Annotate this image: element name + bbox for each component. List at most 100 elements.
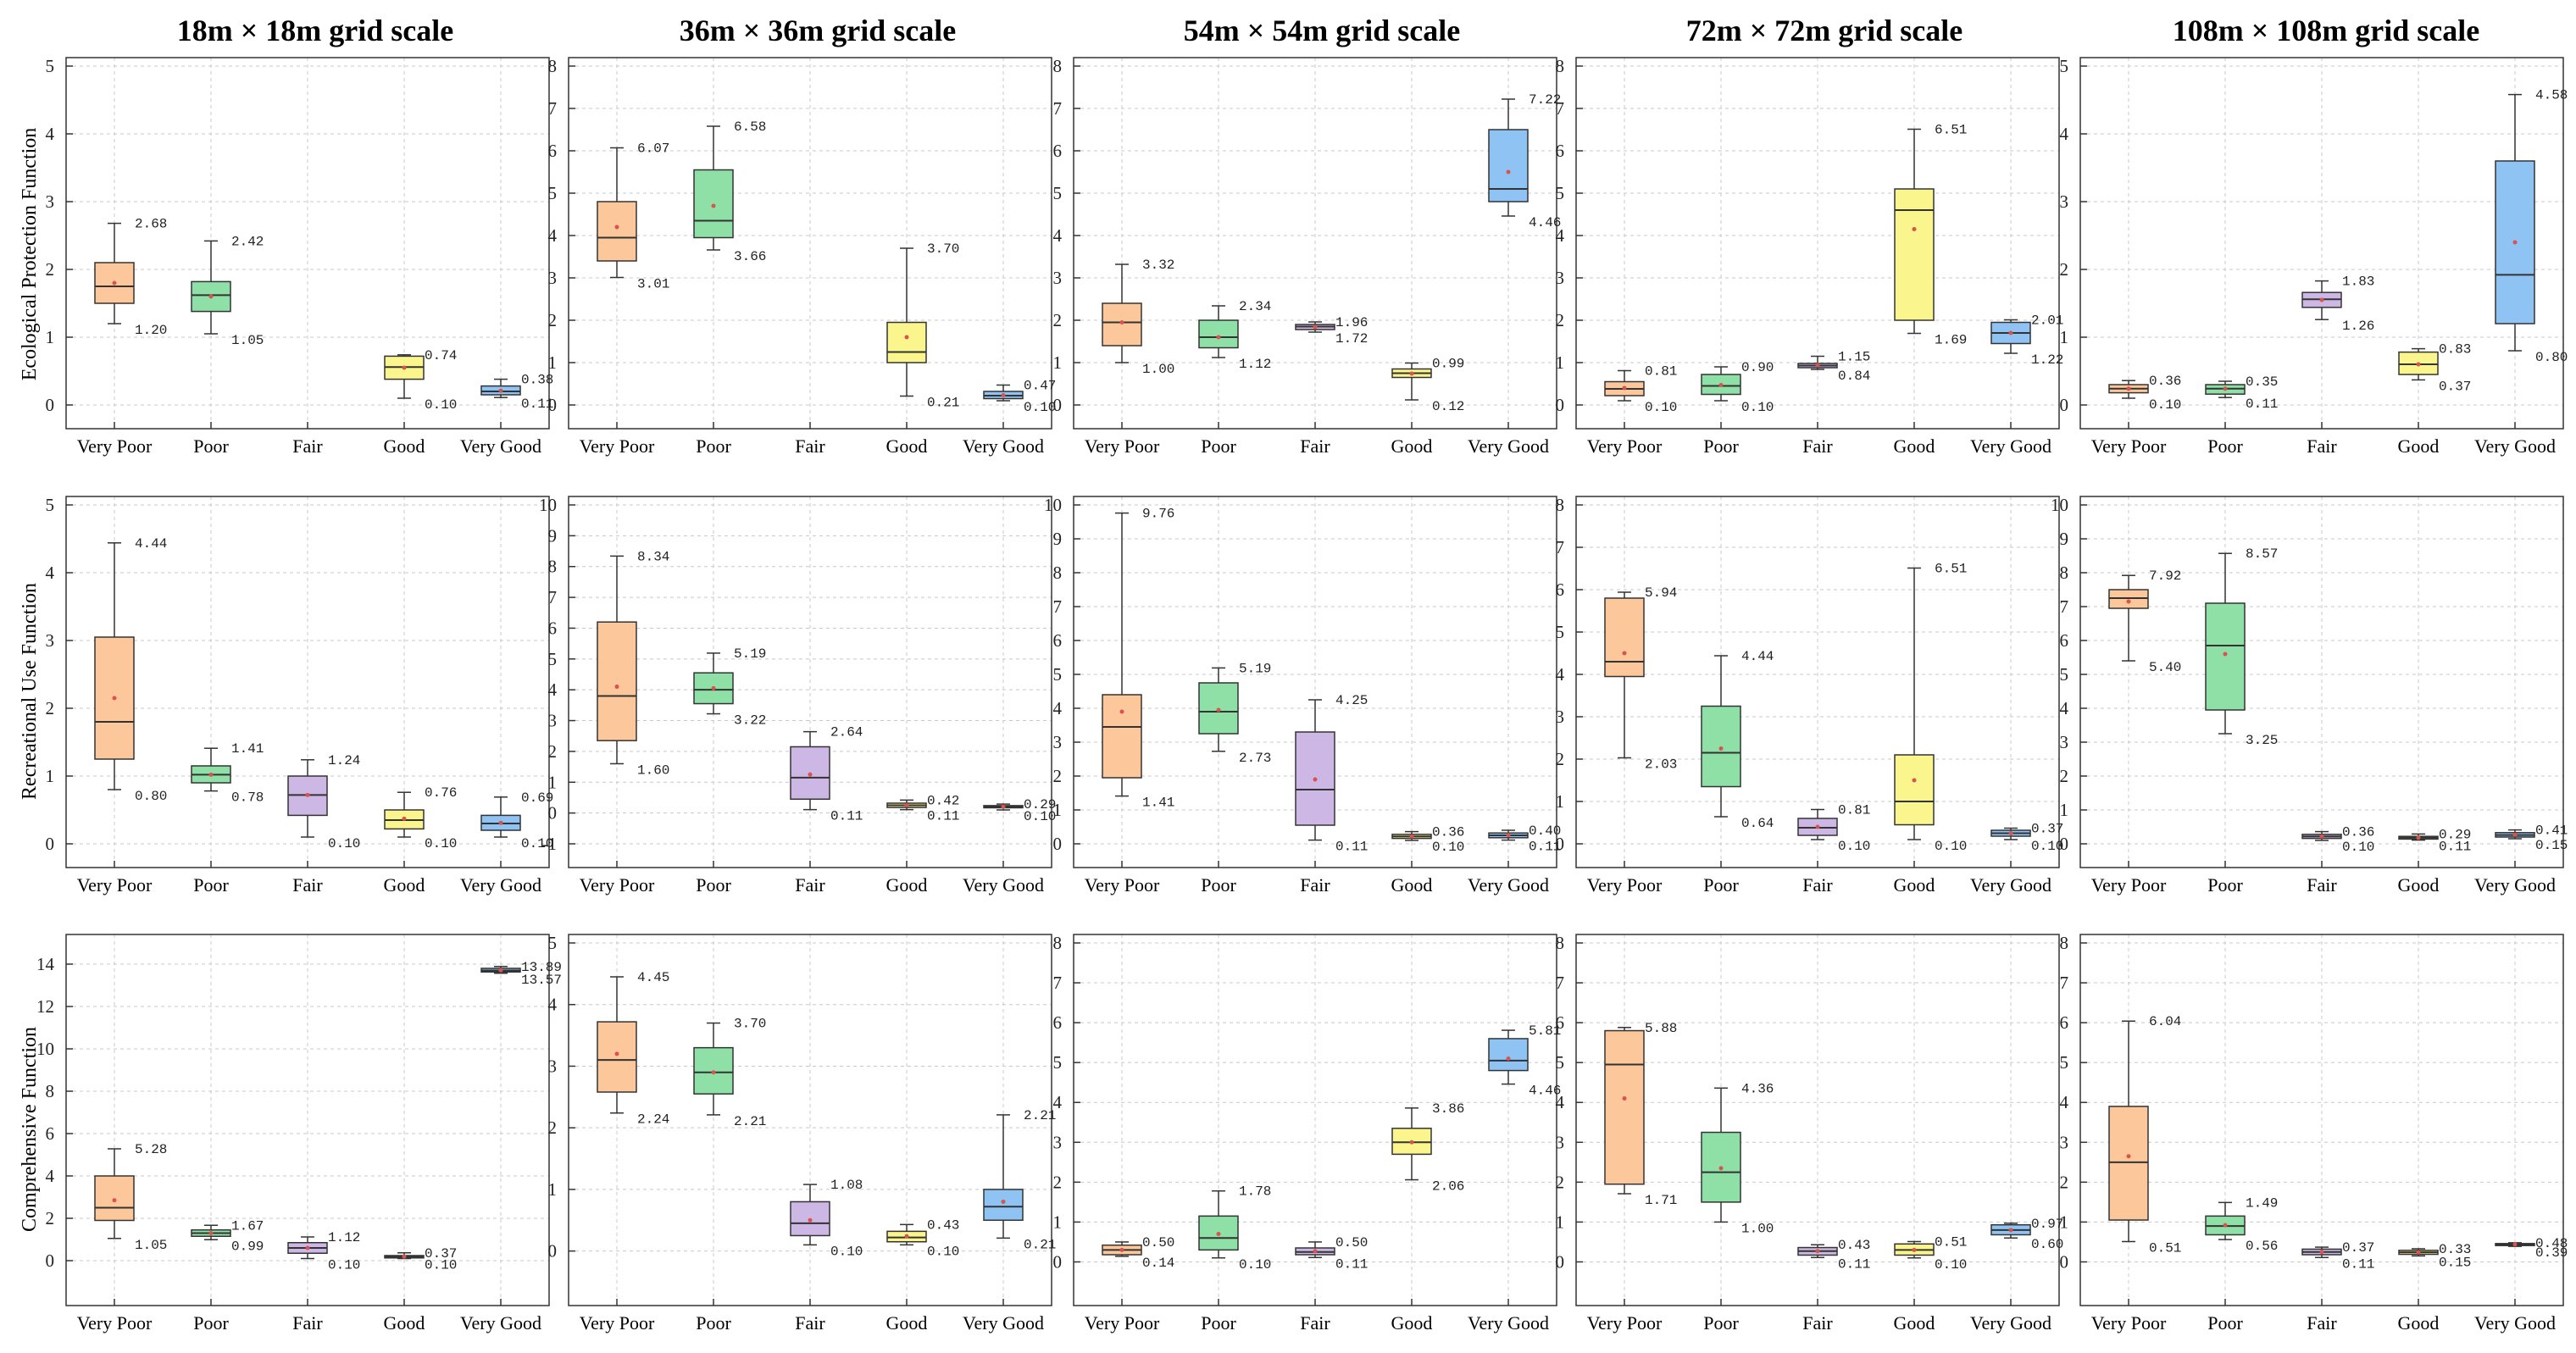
box-good: 0.83 0.37 bbox=[2398, 342, 2471, 394]
y-tick-label: 10 bbox=[36, 1039, 54, 1059]
box-body bbox=[2108, 1106, 2149, 1221]
box-good: 3.86 2.06 bbox=[1391, 1101, 1464, 1195]
y-tick-label: 1 bbox=[548, 352, 558, 373]
max-annotation: 1.83 bbox=[2342, 274, 2374, 290]
box-fair: 4.25 0.11 bbox=[1295, 693, 1368, 855]
box-body bbox=[1604, 597, 1645, 678]
y-tick-label: 4 bbox=[548, 679, 558, 700]
y-tick-label: 5 bbox=[2060, 1052, 2069, 1073]
x-tick-label-fair: Fair bbox=[2307, 435, 2337, 457]
min-annotation: 0.10 bbox=[1024, 809, 1056, 824]
box-good: 0.420.11 bbox=[886, 793, 959, 824]
mean-marker bbox=[1001, 393, 1006, 397]
box-fair: 1.12 0.10 bbox=[287, 1230, 360, 1273]
mean-marker bbox=[2008, 1228, 2013, 1233]
mean-marker bbox=[1001, 1199, 1006, 1204]
mean-marker bbox=[498, 968, 503, 973]
box-very-good: 0.410.15 bbox=[2495, 823, 2568, 853]
max-annotation: 0.97 bbox=[2031, 1217, 2063, 1232]
y-tick-label: 3 bbox=[2060, 732, 2069, 752]
y-tick-label: 7 bbox=[2060, 973, 2069, 993]
x-tick-label-poor: Poor bbox=[193, 1312, 229, 1334]
panel-comprehensive-72m: 0 1 2 3 4 5 6 7 8 Very Poor Poor Fair Good Very Good 5… bbox=[1556, 933, 2064, 1334]
mean-marker bbox=[1001, 804, 1006, 809]
mean-marker bbox=[2126, 1154, 2131, 1159]
min-annotation: 0.11 bbox=[1335, 840, 1368, 855]
mean-marker bbox=[614, 685, 619, 690]
box-fair: 1.08 0.10 bbox=[790, 1178, 863, 1259]
max-annotation: 2.01 bbox=[2031, 313, 2063, 329]
row-label-recreational: Recreational Use Function bbox=[19, 583, 41, 800]
min-annotation: 0.78 bbox=[231, 790, 264, 806]
x-tick-label-very-poor: Very Poor bbox=[1085, 1312, 1160, 1334]
y-tick-label: 4 bbox=[2060, 698, 2069, 718]
box-body bbox=[2205, 602, 2246, 711]
min-annotation: 0.56 bbox=[2246, 1239, 2278, 1254]
panel-recreational-72m: 0 1 2 3 4 5 6 7 8 Very Poor Poor Fair Good Very Good 5… bbox=[1556, 495, 2064, 896]
max-annotation: 0.29 bbox=[2439, 827, 2471, 842]
max-annotation: 2.64 bbox=[830, 725, 863, 740]
x-tick-label-very-good: Very Good bbox=[460, 435, 541, 457]
column-title-54m: 54m × 54m grid scale bbox=[1184, 14, 1460, 47]
x-tick-label-good: Good bbox=[1391, 435, 1433, 457]
box-body bbox=[597, 621, 637, 741]
box-poor: 1.78 0.10 bbox=[1198, 1184, 1271, 1273]
max-annotation: 0.69 bbox=[521, 790, 553, 806]
y-tick-label: 5 bbox=[2060, 56, 2069, 76]
max-annotation: 2.21 bbox=[1024, 1108, 1056, 1123]
y-tick-label: 6 bbox=[1556, 579, 1565, 600]
max-annotation: 4.36 bbox=[1741, 1081, 1774, 1096]
min-annotation: 0.11 bbox=[1838, 1256, 1870, 1272]
panel-recreational-108m: 0 1 2 3 4 5 6 7 8 9 10 Very Poor Poor Fair Good Very Go… bbox=[2051, 495, 2568, 896]
box-body bbox=[1102, 694, 1142, 779]
y-tick-label: 8 bbox=[1053, 933, 1063, 953]
y-tick-label: 1 bbox=[2060, 327, 2069, 347]
max-annotation: 0.37 bbox=[2342, 1240, 2374, 1256]
box-fair: 0.50 0.11 bbox=[1295, 1235, 1368, 1272]
x-tick-label-very-poor: Very Poor bbox=[77, 874, 153, 896]
x-tick-label-fair: Fair bbox=[1802, 1312, 1833, 1334]
box-good: 6.51 1.69 bbox=[1894, 123, 1967, 348]
min-annotation: 1.05 bbox=[135, 1238, 167, 1253]
min-annotation: 0.10 bbox=[425, 1258, 457, 1273]
y-tick-label: 8 bbox=[548, 56, 558, 76]
box-fair: 0.43 0.11 bbox=[1797, 1238, 1870, 1272]
x-tick-label-fair: Fair bbox=[795, 1312, 825, 1334]
max-annotation: 0.76 bbox=[425, 785, 457, 801]
mean-marker bbox=[2416, 835, 2421, 840]
y-tick-label: 6 bbox=[1556, 141, 1565, 161]
min-annotation: 0.11 bbox=[1335, 1256, 1368, 1272]
max-annotation: 4.44 bbox=[1741, 649, 1774, 664]
box-very-good: 0.480.39 bbox=[2495, 1236, 2568, 1261]
mean-marker bbox=[2008, 831, 2013, 835]
x-tick-label-fair: Fair bbox=[1802, 874, 1833, 896]
max-annotation: 0.36 bbox=[2149, 374, 2181, 389]
min-annotation: 0.51 bbox=[2149, 1240, 2181, 1256]
x-tick-label-good: Good bbox=[1894, 1312, 1935, 1334]
min-annotation: 3.25 bbox=[2246, 733, 2278, 748]
min-annotation: 1.60 bbox=[637, 762, 669, 778]
y-tick-label: 5 bbox=[1556, 1052, 1565, 1073]
max-annotation: 7.92 bbox=[2149, 568, 2181, 584]
mean-marker bbox=[1313, 1249, 1318, 1254]
y-tick-label: 4 bbox=[46, 124, 55, 144]
min-annotation: 3.66 bbox=[734, 249, 766, 264]
mean-marker bbox=[1815, 1249, 1820, 1254]
x-tick-label-very-poor: Very Poor bbox=[2091, 874, 2167, 896]
min-annotation: 0.10 bbox=[1741, 400, 1774, 415]
min-annotation: 0.10 bbox=[1239, 1257, 1271, 1273]
x-tick-label-poor: Poor bbox=[1703, 435, 1739, 457]
box-very-good: 0.400.11 bbox=[1488, 823, 1561, 855]
y-tick-label: 0 bbox=[1556, 1251, 1565, 1272]
box-very-good: 5.81 4.46 bbox=[1488, 1023, 1561, 1099]
max-annotation: 2.34 bbox=[1239, 299, 1271, 314]
y-tick-label: 2 bbox=[2060, 259, 2069, 280]
mean-marker bbox=[2512, 1242, 2518, 1247]
box-very-poor: 3.32 1.00 bbox=[1102, 258, 1174, 377]
max-annotation: 6.04 bbox=[2149, 1014, 2181, 1029]
min-annotation: 2.73 bbox=[1239, 751, 1271, 766]
max-annotation: 13.89 bbox=[521, 960, 562, 975]
y-tick-label: 2 bbox=[1556, 749, 1565, 769]
